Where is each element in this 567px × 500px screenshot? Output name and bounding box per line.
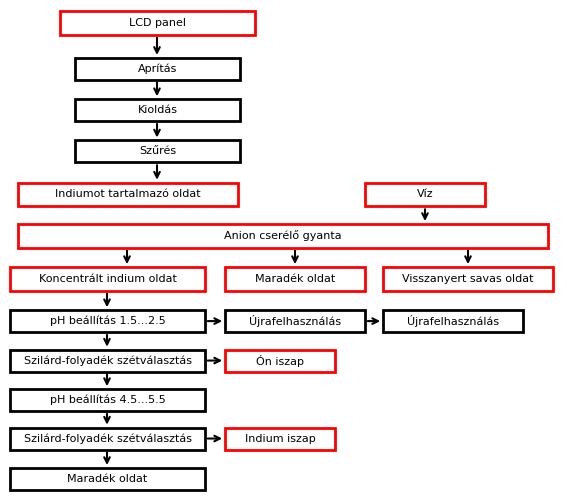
Text: pH beállítás 1.5...2.5: pH beállítás 1.5...2.5 [50,316,166,326]
FancyBboxPatch shape [225,428,335,450]
FancyBboxPatch shape [75,140,240,162]
Text: LCD panel: LCD panel [129,18,186,28]
Text: Szilárd-folyadék szétválasztás: Szilárd-folyadék szétválasztás [23,356,192,366]
Text: Szűrés: Szűrés [139,146,176,156]
FancyBboxPatch shape [225,350,335,372]
FancyBboxPatch shape [383,310,523,332]
Text: Víz: Víz [417,190,433,200]
FancyBboxPatch shape [10,389,205,411]
Text: Szilárd-folyadék szétválasztás: Szilárd-folyadék szétválasztás [23,434,192,444]
FancyBboxPatch shape [75,58,240,80]
Text: Koncentrált indium oldat: Koncentrált indium oldat [39,274,176,284]
FancyBboxPatch shape [10,350,205,372]
Text: Maradék oldat: Maradék oldat [67,474,147,484]
Text: Aprítás: Aprítás [138,64,177,74]
Text: Anion cserélő gyanta: Anion cserélő gyanta [224,230,342,241]
Text: Ón iszap: Ón iszap [256,354,304,366]
Text: Maradék oldat: Maradék oldat [255,274,335,284]
FancyBboxPatch shape [225,310,365,332]
FancyBboxPatch shape [18,182,238,206]
FancyBboxPatch shape [10,310,205,332]
Text: pH beállítás 4.5...5.5: pH beállítás 4.5...5.5 [50,395,166,405]
FancyBboxPatch shape [225,267,365,291]
Text: Visszanyert savas oldat: Visszanyert savas oldat [402,274,534,284]
Text: Kioldás: Kioldás [138,105,177,115]
Text: Indiumot tartalmazó oldat: Indiumot tartalmazó oldat [55,190,201,200]
FancyBboxPatch shape [60,11,255,35]
FancyBboxPatch shape [10,267,205,291]
FancyBboxPatch shape [18,224,548,248]
Text: Újrafelhasználás: Újrafelhasználás [249,315,341,327]
Text: Újrafelhasználás: Újrafelhasználás [407,315,499,327]
FancyBboxPatch shape [383,267,553,291]
FancyBboxPatch shape [75,99,240,121]
Text: Indium iszap: Indium iszap [244,434,315,444]
FancyBboxPatch shape [10,468,205,490]
FancyBboxPatch shape [365,182,485,206]
FancyBboxPatch shape [10,428,205,450]
